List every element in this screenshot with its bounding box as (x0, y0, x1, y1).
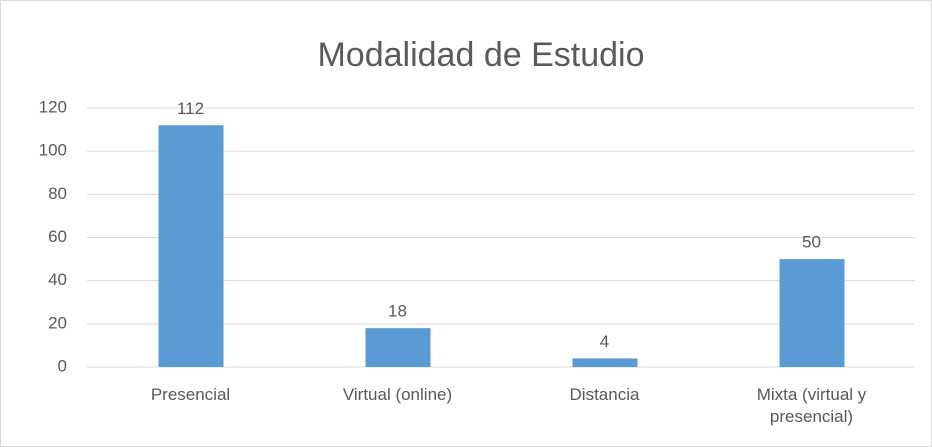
bar (779, 259, 845, 367)
bar (158, 125, 224, 368)
y-tick-label: 80 (48, 184, 67, 203)
x-tick-label: Presencial (150, 385, 231, 404)
data-label: 50 (802, 233, 821, 252)
x-tick-label: Mixta (virtual y presencial) (756, 385, 867, 426)
x-tick-label: Distancia (569, 385, 640, 404)
data-label: 4 (600, 332, 609, 351)
chart-title: Modalidad de Estudio (317, 36, 644, 74)
bar (572, 358, 638, 367)
bar (365, 328, 431, 367)
y-tick-label: 120 (39, 97, 67, 116)
y-tick-label: 40 (48, 270, 67, 289)
y-tick-label: 100 (39, 141, 67, 160)
data-label: 112 (177, 99, 204, 118)
x-tick-label: Virtual (online) (342, 385, 453, 404)
y-tick-label: 20 (48, 313, 67, 332)
y-tick-label: 0 (58, 356, 67, 375)
y-tick-label: 60 (48, 227, 67, 246)
data-label: 18 (388, 302, 407, 321)
